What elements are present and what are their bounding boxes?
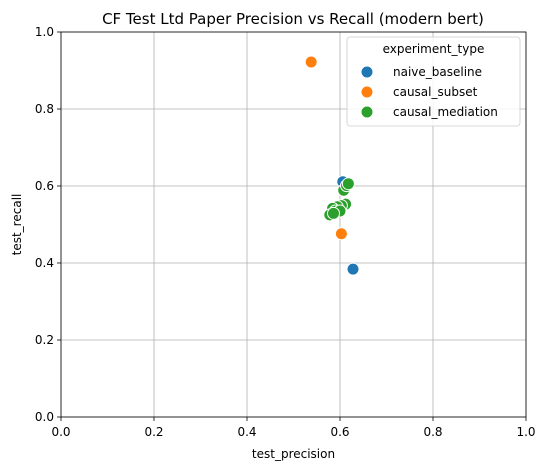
chart-title: CF Test Ltd Paper Precision vs Recall (m… — [102, 10, 484, 28]
x-axis-label: test_precision — [252, 447, 335, 461]
y-tick-label: 1.0 — [35, 25, 54, 39]
legend-label-causal-mediation: causal_mediation — [393, 105, 498, 119]
legend-label-naive-baseline: naive_baseline — [393, 65, 482, 79]
y-tick-label: 0.2 — [35, 333, 54, 347]
legend: experiment_type naive_baseline causal_sub… — [346, 36, 521, 127]
data-point-causal-subset — [334, 227, 348, 241]
data-point-causal-subset — [304, 55, 318, 69]
x-tick-label: 0.4 — [237, 425, 256, 439]
data-points — [304, 55, 360, 276]
data-point-naive-baseline — [346, 262, 360, 276]
legend-title: experiment_type — [383, 42, 485, 56]
x-tick-label: 1.0 — [516, 425, 535, 439]
x-tick-label: 0.0 — [51, 425, 70, 439]
y-tick-label: 0.8 — [35, 102, 54, 116]
y-tick-label: 0.6 — [35, 179, 54, 193]
legend-entries: naive_baseline causal_subset causal_mediat… — [360, 65, 498, 119]
legend-marker-naive-baseline — [360, 65, 374, 79]
x-tick-label: 0.6 — [330, 425, 349, 439]
x-tick-label: 0.8 — [423, 425, 442, 439]
legend-marker-causal-subset — [360, 85, 374, 99]
y-tick-label: 0.0 — [35, 410, 54, 424]
plot-frame — [60, 31, 527, 418]
legend-box — [346, 36, 521, 127]
y-tick-label: 0.4 — [35, 256, 54, 270]
legend-marker-causal-mediation — [360, 105, 374, 119]
data-point-causal-mediation — [341, 177, 355, 191]
x-tick-label: 0.2 — [144, 425, 163, 439]
axis-ticks: 0.0 0.2 0.4 0.6 0.8 1.0 0.0 0.2 0.4 0.6 0.8 1.0 — [35, 25, 536, 439]
data-point-causal-mediation — [326, 206, 340, 220]
y-axis-label: test_recall — [10, 194, 24, 256]
legend-label-causal-subset: causal_subset — [393, 85, 478, 99]
